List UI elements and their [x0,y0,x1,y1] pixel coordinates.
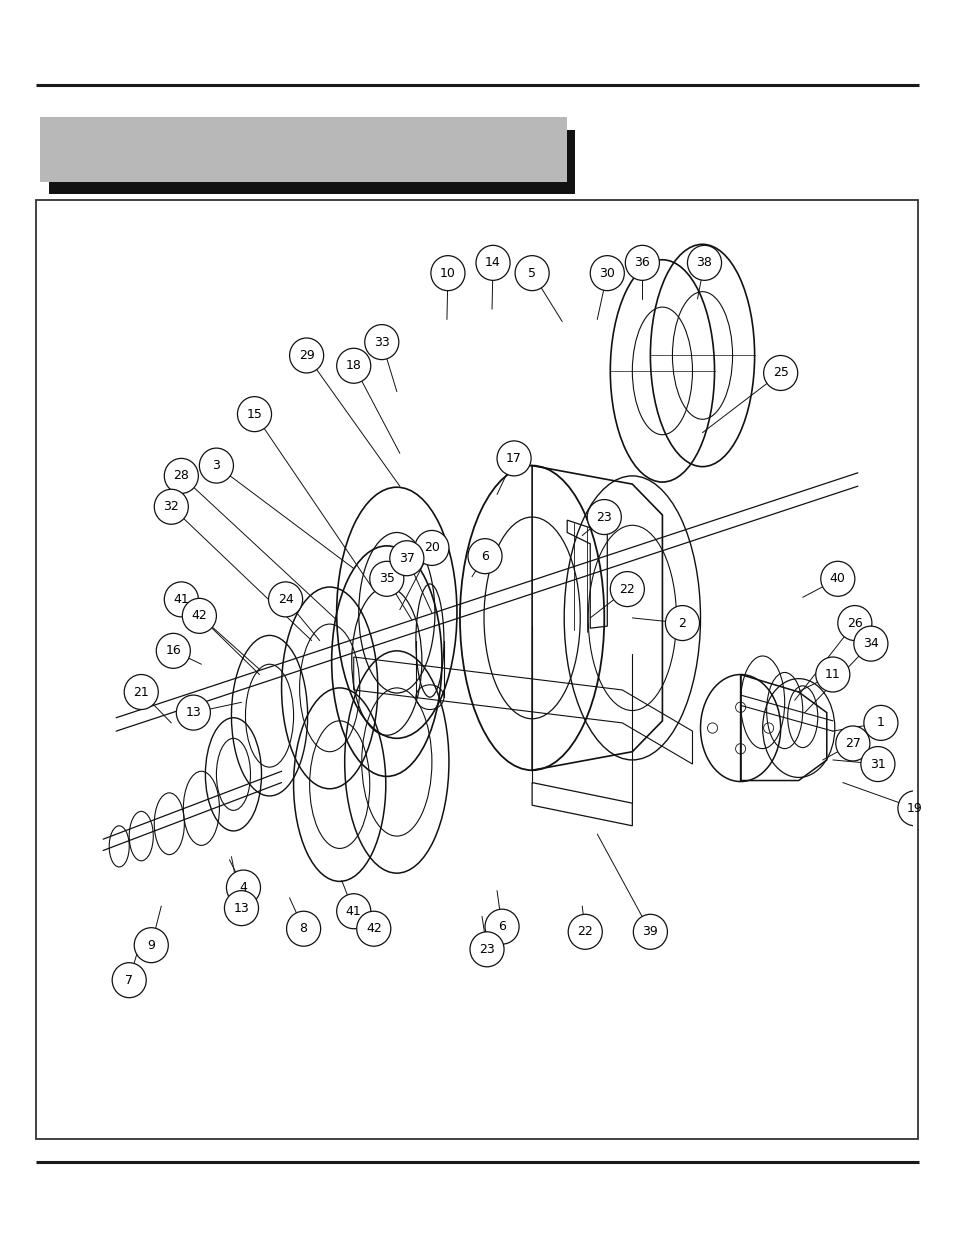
Circle shape [431,256,464,290]
Text: 14: 14 [485,257,500,269]
Text: 40: 40 [829,572,845,585]
Bar [40,117,566,182]
Text: 25: 25 [772,367,788,379]
Text: 31: 31 [869,757,884,771]
Text: 42: 42 [192,609,207,622]
Circle shape [164,458,198,494]
Circle shape [863,705,897,741]
Circle shape [835,726,869,761]
Circle shape [336,894,371,929]
Text: 27: 27 [844,737,860,750]
Text: 28: 28 [173,469,189,483]
Circle shape [815,657,849,692]
Circle shape [182,599,216,634]
Circle shape [515,256,549,290]
Circle shape [390,541,423,576]
Text: 24: 24 [277,593,294,606]
Text: 36: 36 [634,257,650,269]
Circle shape [154,489,188,525]
Circle shape [568,914,601,950]
Circle shape [415,531,449,566]
Circle shape [134,927,168,963]
Text: 22: 22 [577,925,593,939]
Text: 34: 34 [862,637,878,650]
Circle shape [336,348,371,383]
Text: 41: 41 [346,905,361,918]
Circle shape [112,963,146,998]
Text: 6: 6 [497,920,505,934]
Text: 39: 39 [641,925,658,939]
Text: 19: 19 [906,802,922,815]
Text: 23: 23 [596,510,612,524]
Text: 18: 18 [345,359,361,372]
Circle shape [820,562,854,597]
Circle shape [468,538,501,573]
Circle shape [156,634,191,668]
Circle shape [226,869,260,905]
Text: 13: 13 [185,706,201,719]
Text: 6: 6 [480,550,489,563]
Circle shape [290,338,323,373]
Text: 15: 15 [246,408,262,421]
Text: 20: 20 [423,541,439,555]
Text: 16: 16 [165,645,181,657]
Circle shape [497,441,531,475]
Circle shape [665,605,699,641]
Circle shape [587,500,620,535]
Circle shape [176,695,211,730]
Text: 5: 5 [528,267,536,279]
Circle shape [476,246,510,280]
Circle shape [897,790,931,826]
Bar [49,130,575,194]
Text: 9: 9 [147,939,155,952]
Circle shape [860,746,894,782]
Text: 8: 8 [299,923,307,935]
Circle shape [286,911,320,946]
Text: 41: 41 [173,593,189,606]
Circle shape [470,931,503,967]
Circle shape [853,626,887,661]
Text: 29: 29 [298,350,314,362]
Text: 30: 30 [598,267,615,279]
Text: 21: 21 [133,685,149,699]
Circle shape [124,674,158,709]
Circle shape [837,605,871,641]
Text: 37: 37 [398,552,415,564]
Circle shape [370,562,403,597]
Circle shape [624,246,659,280]
Text: 35: 35 [378,572,395,585]
Circle shape [356,911,391,946]
Circle shape [610,572,643,606]
Circle shape [224,890,258,926]
Text: 10: 10 [439,267,456,279]
Circle shape [590,256,623,290]
Circle shape [687,246,720,280]
Text: 38: 38 [696,257,712,269]
Circle shape [633,914,667,950]
Text: 11: 11 [824,668,840,680]
Circle shape [268,582,302,618]
Circle shape [164,582,198,618]
Circle shape [364,325,398,359]
Text: 7: 7 [125,973,133,987]
Text: 1: 1 [876,716,884,730]
Circle shape [199,448,233,483]
Text: 17: 17 [506,452,521,464]
Text: 4: 4 [239,881,247,894]
Text: 3: 3 [213,459,220,472]
Text: 13: 13 [233,902,249,915]
Text: 32: 32 [163,500,179,514]
Text: 23: 23 [478,942,495,956]
Text: 42: 42 [366,923,381,935]
Circle shape [484,909,518,945]
Circle shape [237,396,272,432]
Circle shape [762,356,797,390]
Text: 26: 26 [846,616,862,630]
Text: 22: 22 [618,583,635,595]
Text: 33: 33 [374,336,389,348]
Text: 2: 2 [678,616,685,630]
Bar [36,200,917,1139]
